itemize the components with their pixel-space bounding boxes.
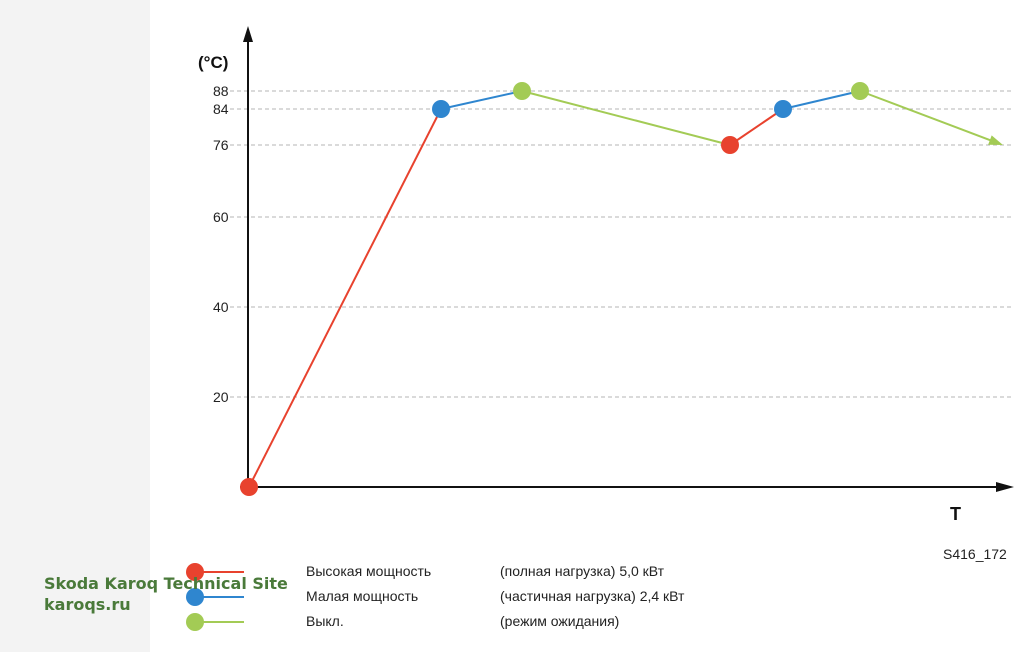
legend-line	[196, 596, 244, 598]
y-tick-labels: 20 40 60 76 84 88	[213, 83, 229, 405]
y-tick-label-76: 76	[213, 137, 229, 153]
segment-0	[248, 108, 442, 488]
line-segments	[248, 90, 1003, 488]
segment-2	[521, 90, 731, 146]
data-points	[240, 82, 869, 496]
y-unit-label: (°C)	[198, 53, 228, 72]
legend-line	[196, 621, 244, 623]
data-point-0	[240, 478, 258, 496]
legend-desc: (полная нагрузка) 5,0 кВт	[500, 563, 665, 579]
legend-item-off: Выкл. (режим ожидания)	[186, 610, 786, 634]
grid-lines	[230, 90, 1013, 398]
y-tick-label-40: 40	[213, 299, 229, 315]
figure-code: S416_172	[943, 546, 1007, 562]
y-tick-label-20: 20	[213, 389, 229, 405]
legend-name: Выкл.	[306, 613, 344, 629]
legend-desc: (частичная нагрузка) 2,4 кВт	[500, 588, 685, 604]
end-arrow	[988, 135, 1003, 145]
legend-dot	[186, 588, 204, 606]
legend-name: Малая мощность	[306, 588, 419, 604]
y-tick-label-60: 60	[213, 209, 229, 225]
data-point-4	[774, 100, 792, 118]
x-axis-label: T	[950, 504, 961, 524]
segment-5	[859, 90, 993, 142]
watermark-title: Skoda Karoq Technical Site	[44, 574, 288, 593]
data-point-2	[513, 82, 531, 100]
legend-name: Высокая мощность	[306, 563, 432, 579]
legend-item-high: Высокая мощность (полная нагрузка) 5,0 кВ…	[186, 560, 786, 584]
y-tick-label-84: 84	[213, 101, 229, 117]
legend-item-low: Малая мощность (частичная нагрузка) 2,4 к…	[186, 585, 786, 609]
data-point-5	[851, 82, 869, 100]
x-axis-arrow	[996, 482, 1014, 492]
segment-3	[729, 108, 784, 146]
segment-1	[440, 90, 523, 110]
data-point-1	[432, 100, 450, 118]
watermark-url: karoqs.ru	[44, 595, 131, 614]
legend-line	[196, 571, 244, 573]
segment-4	[782, 90, 861, 110]
legend-dot	[186, 563, 204, 581]
y-axis-arrow	[243, 26, 253, 42]
y-tick-label-88: 88	[213, 83, 229, 99]
data-point-3	[721, 136, 739, 154]
legend-dot	[186, 613, 204, 631]
axes	[240, 26, 1014, 492]
legend-desc: (режим ожидания)	[500, 613, 620, 629]
